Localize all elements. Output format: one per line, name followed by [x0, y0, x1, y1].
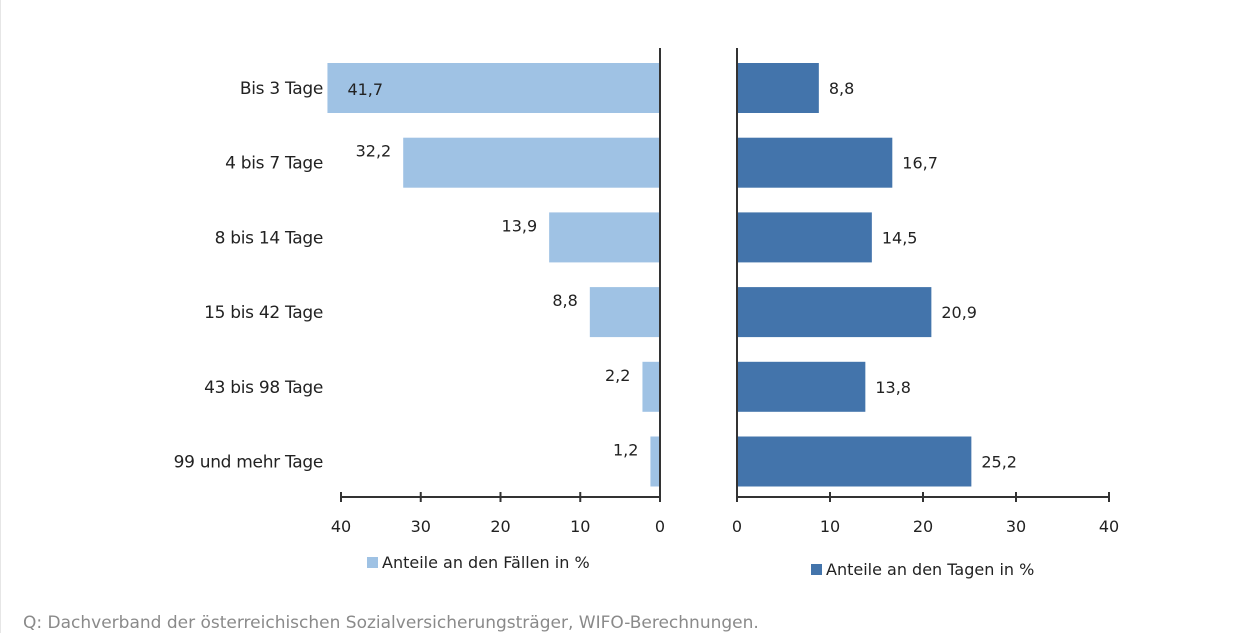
data-label-days: 13,8: [875, 378, 911, 397]
bar-cases: [327, 63, 660, 113]
bar-cases: [403, 137, 660, 188]
category-label: 15 bis 42 Tage: [204, 303, 323, 323]
category-label: 43 bis 98 Tage: [204, 378, 323, 398]
data-label-cases: 2,2: [605, 366, 630, 385]
bar-days: [737, 137, 893, 188]
data-label-days: 20,9: [941, 303, 977, 322]
data-label-cases: 13,9: [502, 216, 538, 235]
bar-cases: [589, 287, 660, 338]
x-tick-label-left: 20: [490, 517, 510, 536]
bar-days: [737, 436, 972, 487]
data-label-days: 8,8: [829, 79, 854, 98]
bar-days: [737, 63, 819, 113]
x-tick-label-right: 30: [1006, 517, 1026, 536]
category-label: Bis 3 Tage: [240, 79, 323, 99]
legend-label-days: Anteile an den Tagen in %: [826, 560, 1034, 579]
data-label-days: 16,7: [902, 154, 938, 173]
source-note: Q: Dachverband der österreichischen Sozi…: [23, 613, 759, 633]
x-tick-label-right: 10: [820, 517, 840, 536]
x-tick-label-right: 0: [732, 517, 742, 536]
bar-cases: [642, 361, 660, 412]
x-tick-label-left: 40: [331, 517, 351, 536]
legend-label-cases: Anteile an den Fällen in %: [382, 553, 590, 572]
bar-days: [737, 361, 866, 412]
bar-cases: [549, 212, 660, 263]
bar-days: [737, 212, 872, 263]
bar-cases: [650, 436, 660, 487]
data-label-days: 25,2: [981, 453, 1017, 472]
x-tick-label-right: 40: [1099, 517, 1119, 536]
x-tick-label-left: 30: [411, 517, 431, 536]
data-label-cases: 32,2: [356, 142, 392, 161]
x-tick-label-right: 20: [913, 517, 933, 536]
bar-days: [737, 287, 932, 338]
data-label-cases: 1,2: [613, 441, 638, 460]
category-label: 8 bis 14 Tage: [215, 228, 323, 248]
category-label: 99 und mehr Tage: [174, 453, 323, 473]
x-tick-label-left: 0: [655, 517, 665, 536]
data-label-cases: 41,7: [347, 80, 383, 99]
category-label: 4 bis 7 Tage: [225, 154, 323, 174]
data-label-days: 14,5: [882, 228, 918, 247]
data-label-cases: 8,8: [552, 291, 577, 310]
x-tick-label-left: 10: [570, 517, 590, 536]
legend-swatch-days: [811, 564, 822, 575]
legend-swatch-cases: [367, 557, 378, 568]
